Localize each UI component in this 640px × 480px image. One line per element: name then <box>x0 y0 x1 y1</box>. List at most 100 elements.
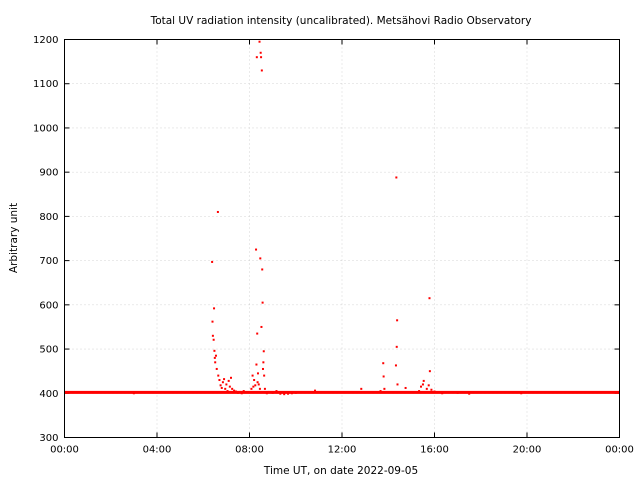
data-point <box>214 354 217 357</box>
x-tick-label: 20:00 <box>513 445 542 456</box>
data-point <box>230 376 232 379</box>
data-point <box>383 387 386 390</box>
y-tick-label: 700 <box>39 256 58 267</box>
y-tick-label: 400 <box>39 389 58 400</box>
data-point <box>382 375 385 378</box>
grid-lines <box>64 39 620 438</box>
data-point <box>275 390 278 393</box>
x-tick-label: 12:00 <box>328 445 357 456</box>
data-point <box>418 390 421 393</box>
y-tick-label: 1200 <box>33 35 58 46</box>
data-point <box>211 320 214 323</box>
data-point <box>132 392 135 395</box>
data-point <box>262 350 265 353</box>
data-point <box>256 372 259 375</box>
data-point <box>294 391 297 394</box>
data-point <box>261 367 264 370</box>
data-point <box>256 332 259 335</box>
data-point <box>257 383 260 386</box>
data-point <box>238 390 241 393</box>
y-tick-label: 600 <box>39 300 58 311</box>
data-point <box>219 384 222 387</box>
data-point <box>228 385 231 388</box>
data-point <box>220 386 223 389</box>
data-point <box>265 392 268 395</box>
data-point <box>258 40 261 43</box>
y-tick-label: 500 <box>39 345 58 356</box>
data-point <box>258 387 261 390</box>
x-tick-label: 08:00 <box>235 445 264 456</box>
data-point <box>428 370 431 373</box>
data-point <box>226 390 229 393</box>
data-point <box>224 387 227 390</box>
y-tick-label: 1000 <box>33 123 58 134</box>
data-point <box>379 390 382 393</box>
data-point <box>287 392 290 395</box>
data-point <box>213 307 216 310</box>
data-point <box>263 387 266 390</box>
data-point <box>233 389 236 392</box>
data-point <box>267 390 270 393</box>
data-point <box>360 387 363 390</box>
data-point <box>314 389 317 392</box>
data-point <box>395 176 398 179</box>
data-point <box>242 390 245 393</box>
data-point <box>520 392 523 395</box>
data-point <box>252 385 255 388</box>
chart-title: Total UV radiation intensity (uncalibrat… <box>150 15 532 27</box>
data-point <box>263 374 266 377</box>
data-point <box>218 379 221 382</box>
data-point <box>227 379 230 382</box>
data-point <box>428 297 431 300</box>
data-point <box>260 56 263 59</box>
data-point <box>279 392 282 395</box>
x-tick-label: 04:00 <box>143 445 172 456</box>
plot-frame <box>64 39 620 438</box>
data-point <box>216 210 219 213</box>
axis-ticks: 300 400 500 600 700 800 900 1000 1100 1200 00:00 04… <box>33 35 634 456</box>
data-point <box>425 387 428 390</box>
data-point <box>394 364 397 367</box>
data-point <box>420 385 423 388</box>
data-point <box>211 334 214 337</box>
data-point <box>256 381 259 384</box>
data-point <box>261 268 264 271</box>
data-point <box>396 319 399 322</box>
data-point <box>396 383 399 386</box>
data-point <box>213 356 216 359</box>
data-point <box>223 378 226 381</box>
data-point <box>225 383 228 386</box>
data-point <box>213 349 216 352</box>
data-point <box>290 392 293 395</box>
data-point <box>395 345 398 348</box>
data-point <box>468 392 471 395</box>
data-point <box>215 367 218 370</box>
data-point <box>433 390 436 393</box>
y-tick-label: 800 <box>39 212 58 223</box>
data-point <box>262 361 265 364</box>
x-axis-label: Time UT, on date 2022-09-05 <box>263 465 418 477</box>
data-point <box>260 325 263 328</box>
y-axis-label: Arbitrary unit <box>8 203 20 273</box>
data-point <box>427 384 430 387</box>
y-tick-label: 1100 <box>33 79 58 90</box>
data-point <box>255 248 258 251</box>
data-point <box>255 363 258 366</box>
data-point <box>430 388 433 391</box>
data-point <box>404 386 407 389</box>
data-point <box>250 387 253 390</box>
data-point <box>251 374 254 377</box>
data-point <box>441 392 444 395</box>
data-point <box>211 260 214 263</box>
data-point <box>253 379 256 382</box>
data-point <box>236 391 239 394</box>
data-point <box>240 392 243 395</box>
data-point <box>259 51 262 54</box>
data-point <box>259 257 262 260</box>
y-tick-label: 900 <box>39 168 58 179</box>
x-tick-label: 16:00 <box>420 445 449 456</box>
y-tick-label: 300 <box>39 433 58 444</box>
data-point <box>261 301 264 304</box>
data-point <box>221 381 224 384</box>
